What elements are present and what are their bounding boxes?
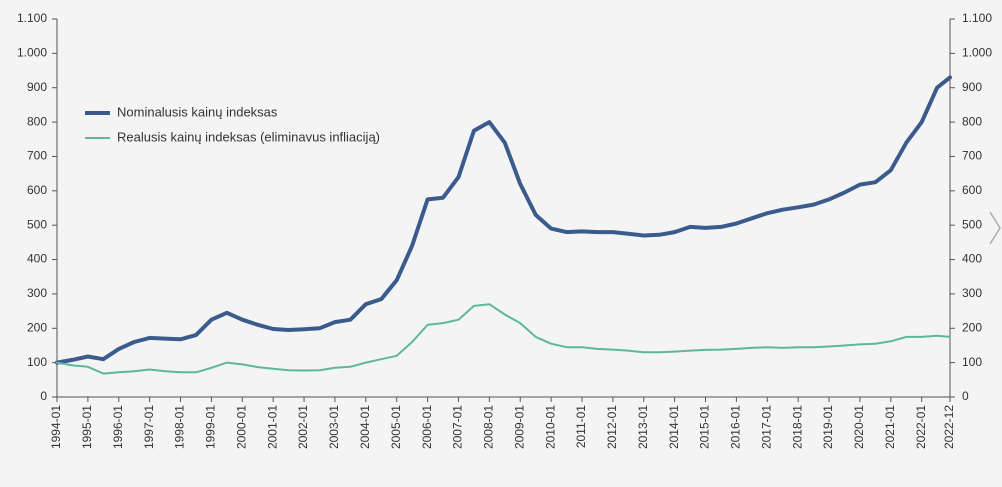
x-tick-label: 2003-01 [327,405,341,449]
y2-tick-label: 600 [962,183,982,197]
y2-tick-label: 100 [962,355,982,369]
x-tick-label: 2000-01 [234,405,248,449]
y-tick-label: 400 [27,252,47,266]
y2-tick-label: 200 [962,320,982,334]
next-arrow[interactable] [989,211,1001,245]
y2-tick-label: 300 [962,286,982,300]
y-tick-label: 700 [27,149,47,163]
x-tick-label: 2005-01 [389,405,403,449]
x-tick-label: 2009-01 [512,405,526,449]
x-tick-label: 2010-01 [543,405,557,449]
x-tick-label: 2001-01 [265,405,279,449]
x-tick-label: 2002-01 [296,405,310,449]
x-tick-label: 1999-01 [204,405,218,449]
y-tick-label: 300 [27,286,47,300]
y-tick-label: 0 [40,389,47,403]
y2-tick-label: 0 [962,389,969,403]
y-tick-label: 800 [27,114,47,128]
x-tick-label: 1998-01 [173,405,187,449]
x-tick-label: 2021-01 [883,405,897,449]
x-tick-label: 2006-01 [420,405,434,449]
y2-tick-label: 800 [962,114,982,128]
y2-tick-label: 1.000 [962,46,992,60]
y2-tick-label: 700 [962,149,982,163]
y-tick-label: 1.100 [17,11,47,25]
y2-tick-label: 900 [962,80,982,94]
legend-label: Nominalusis kainų indeksas [117,104,278,119]
x-tick-label: 2013-01 [636,405,650,449]
y-tick-label: 600 [27,183,47,197]
y2-tick-label: 500 [962,217,982,231]
x-tick-label: 2018-01 [790,405,804,449]
y-tick-label: 900 [27,80,47,94]
x-tick-label: 2012-01 [605,405,619,449]
y-tick-label: 1.000 [17,46,47,60]
x-tick-label: 2022-12 [942,405,956,449]
x-tick-label: 2016-01 [729,405,743,449]
x-tick-label: 2020-01 [852,405,866,449]
y-tick-label: 100 [27,355,47,369]
x-tick-label: 1995-01 [80,405,94,449]
x-tick-label: 2011-01 [574,405,588,448]
x-tick-label: 2014-01 [667,405,681,449]
y2-tick-label: 400 [962,252,982,266]
x-tick-label: 1996-01 [111,405,125,449]
y-tick-label: 500 [27,217,47,231]
x-tick-label: 2007-01 [451,405,465,449]
x-tick-label: 2015-01 [698,405,712,449]
x-tick-label: 2008-01 [482,405,496,449]
x-tick-label: 2022-01 [914,405,928,449]
x-tick-label: 1997-01 [142,405,156,449]
x-tick-label: 2019-01 [821,405,835,449]
y-tick-label: 200 [27,320,47,334]
y2-tick-label: 1.100 [962,11,992,25]
x-tick-label: 2017-01 [759,405,773,449]
x-tick-label: 2004-01 [358,405,372,449]
series-line [56,303,951,375]
legend-label: Realusis kainų indeksas (eliminavus infl… [117,129,380,144]
x-tick-label: 1994-01 [49,405,63,449]
series-line [55,75,952,365]
